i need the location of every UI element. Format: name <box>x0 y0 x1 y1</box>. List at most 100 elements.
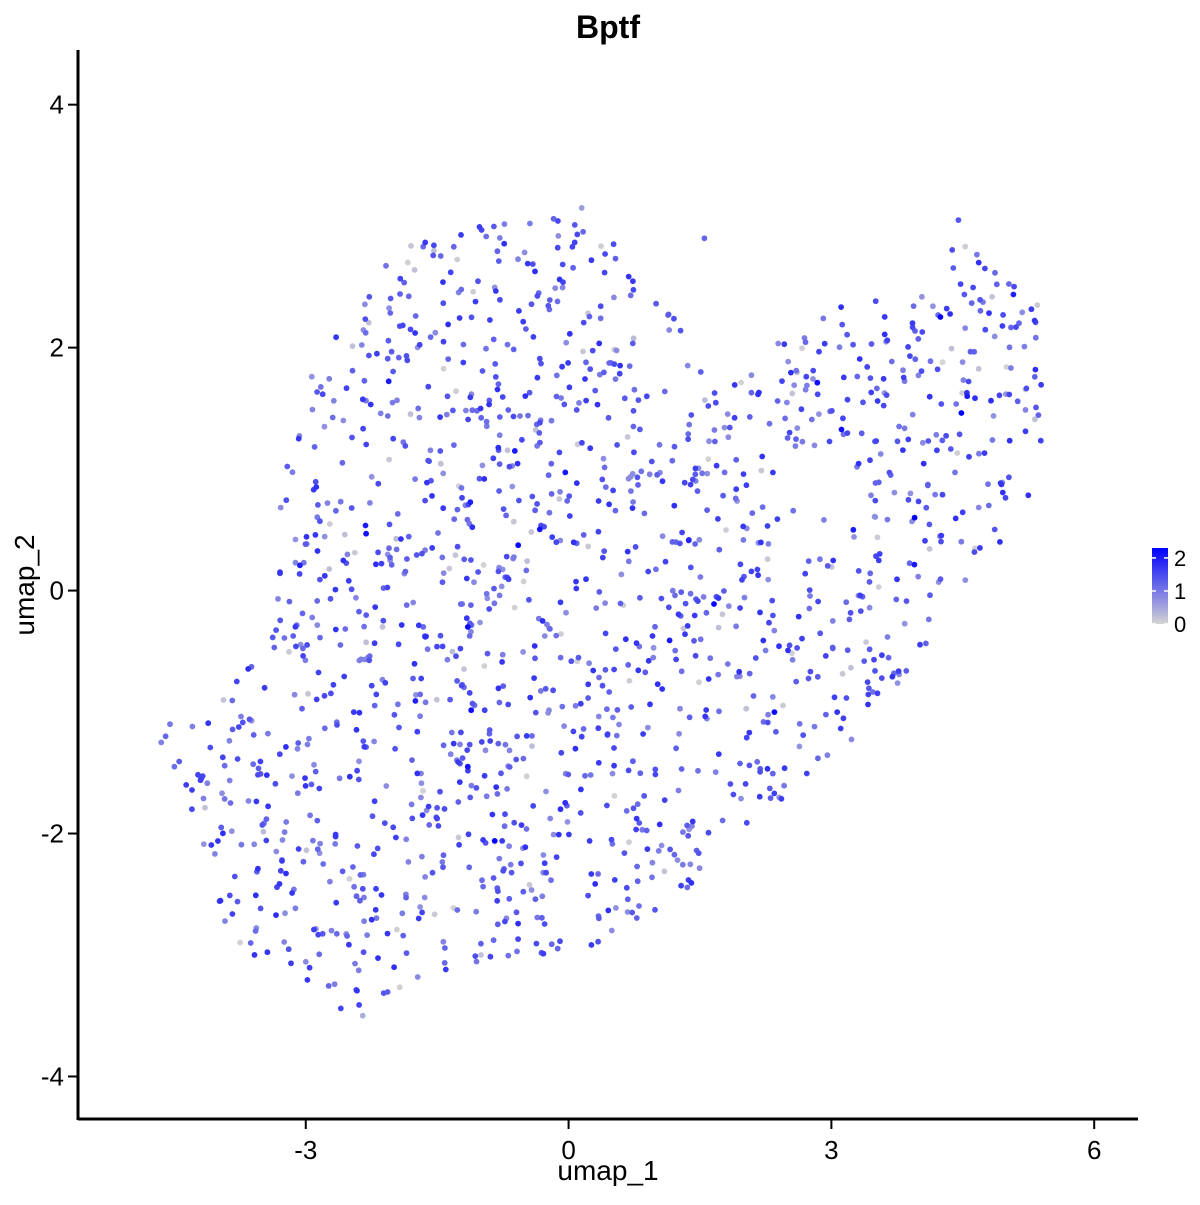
cell-point <box>283 870 289 877</box>
cell-point <box>477 405 484 412</box>
cell-point <box>1028 306 1035 313</box>
chart-title: Bptf <box>576 9 640 45</box>
cell-point <box>434 643 440 650</box>
cell-point <box>480 883 486 890</box>
cell-point <box>425 803 432 810</box>
cell-point <box>518 822 525 828</box>
cell-point <box>517 413 523 419</box>
cell-point <box>848 736 855 743</box>
cell-point <box>789 656 796 663</box>
cell-point <box>559 363 565 370</box>
cell-point <box>358 342 365 348</box>
cell-point <box>867 570 874 577</box>
cell-point <box>595 725 602 732</box>
cell-point <box>496 432 503 439</box>
cell-point <box>764 765 771 772</box>
cell-point <box>634 878 641 885</box>
cell-point <box>541 860 548 867</box>
cell-point <box>958 410 965 416</box>
cell-point <box>304 741 311 748</box>
cell-point <box>703 609 710 616</box>
cell-point <box>675 787 682 794</box>
cell-point <box>282 910 288 917</box>
cell-point <box>226 737 233 744</box>
cell-point <box>205 720 212 727</box>
cell-point <box>304 642 310 648</box>
cell-point <box>235 724 242 730</box>
cell-point <box>601 464 608 471</box>
cell-point <box>939 491 946 498</box>
cell-point <box>548 417 555 424</box>
cell-point <box>371 702 378 709</box>
cell-point <box>313 484 320 490</box>
cell-point <box>907 490 914 497</box>
cell-point <box>752 655 759 661</box>
cell-point <box>447 751 454 758</box>
cell-point <box>431 242 437 249</box>
cell-point <box>719 817 726 824</box>
cell-point <box>333 334 339 341</box>
cell-point <box>414 770 421 777</box>
cell-point <box>907 353 913 359</box>
cell-point <box>495 568 502 575</box>
cell-point <box>448 729 455 736</box>
cell-point <box>343 385 350 392</box>
cell-point <box>900 374 907 381</box>
cell-point <box>821 340 828 347</box>
cell-point <box>573 407 580 413</box>
cell-point <box>464 763 471 770</box>
cell-point <box>1006 391 1013 398</box>
cell-point <box>239 719 246 726</box>
cell-point <box>554 244 561 251</box>
cell-point <box>872 497 879 504</box>
cell-point <box>922 537 928 544</box>
x-axis-ticks: -3 0 3 6 <box>294 1119 1101 1165</box>
cell-point <box>605 414 612 421</box>
cell-point <box>390 824 397 831</box>
cell-point <box>796 720 803 727</box>
cell-point <box>534 374 541 381</box>
cell-point <box>611 877 618 883</box>
cell-point <box>550 687 556 694</box>
cell-point <box>754 566 761 573</box>
cell-point <box>516 497 522 504</box>
cell-point <box>482 747 489 754</box>
cell-point <box>277 867 284 874</box>
cell-point <box>653 566 659 573</box>
cell-point <box>402 568 409 575</box>
cell-point <box>1006 437 1013 444</box>
cell-point <box>281 635 288 641</box>
cell-point <box>410 675 416 682</box>
cell-point <box>644 846 651 852</box>
cell-point <box>585 695 591 701</box>
cell-point <box>699 470 706 477</box>
cell-point <box>555 233 562 239</box>
cell-point <box>652 771 659 778</box>
cell-point <box>528 529 535 535</box>
cell-point <box>460 341 467 348</box>
cell-point <box>440 338 447 345</box>
cell-point <box>774 398 781 404</box>
cell-point <box>982 265 988 272</box>
cell-point <box>324 500 331 506</box>
cell-point <box>283 819 290 825</box>
cell-point <box>222 918 228 924</box>
cell-point <box>557 599 564 606</box>
cell-point <box>548 941 555 948</box>
cell-point <box>354 767 360 774</box>
cell-point <box>429 493 435 499</box>
cell-point <box>880 402 887 409</box>
cell-point <box>617 362 623 369</box>
cell-point <box>189 806 195 813</box>
cell-point <box>999 323 1006 329</box>
cell-point <box>483 793 490 800</box>
cell-point <box>671 502 678 509</box>
cell-point <box>874 398 881 404</box>
cell-point <box>275 596 281 602</box>
cell-point <box>656 441 663 448</box>
cell-point <box>705 676 712 682</box>
cell-point <box>721 588 727 594</box>
legend-colorbar <box>1152 548 1168 624</box>
cell-point <box>764 719 771 726</box>
cell-point <box>415 915 422 922</box>
